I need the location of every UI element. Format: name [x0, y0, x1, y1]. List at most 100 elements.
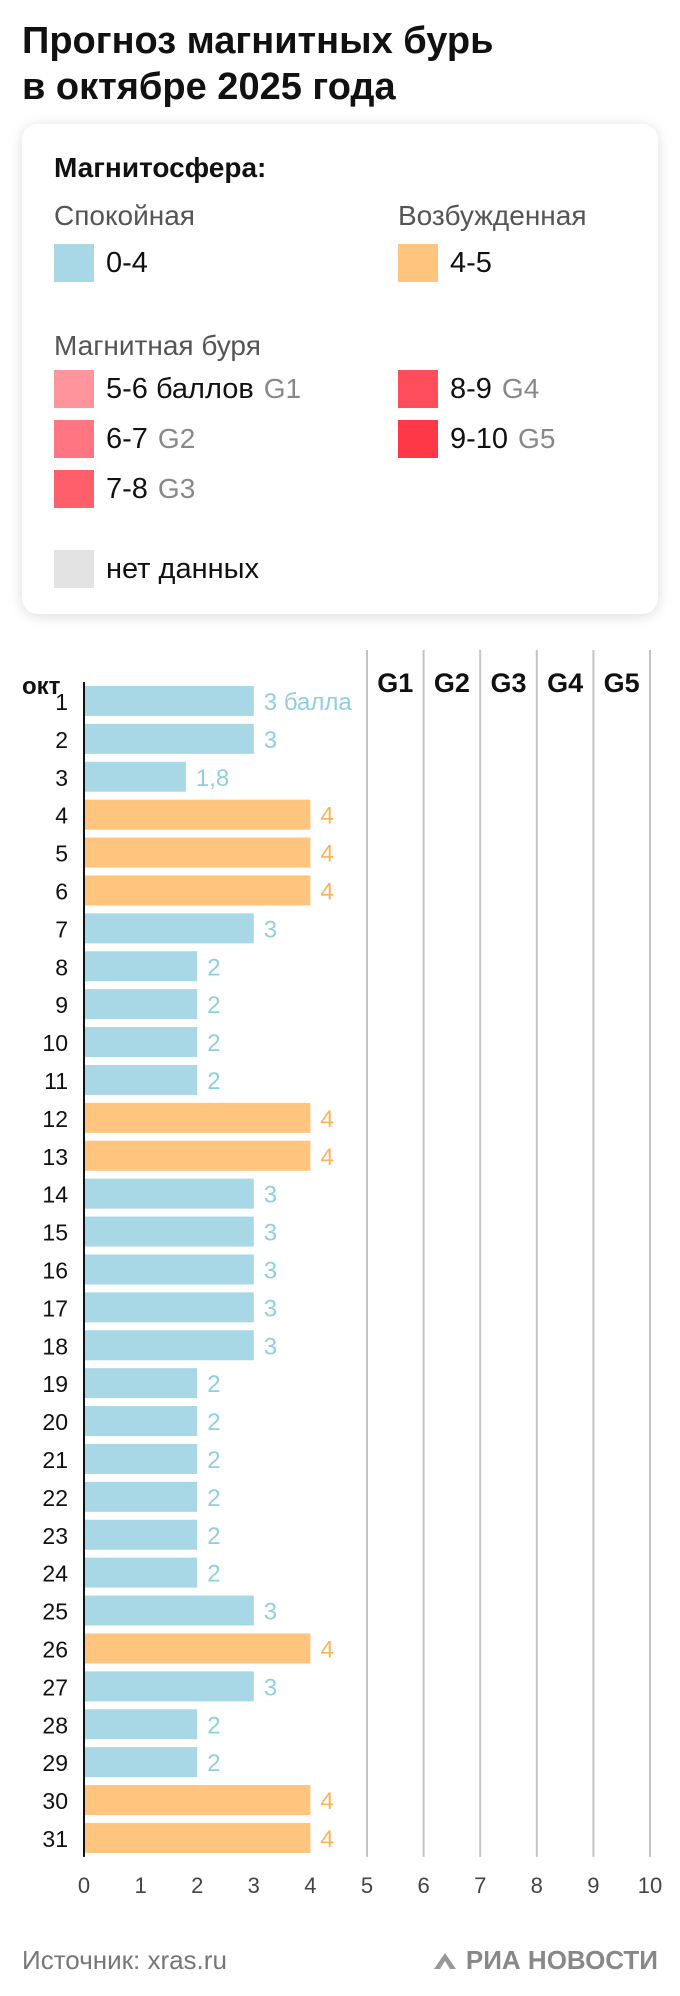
legend-swatch-excited [398, 244, 438, 282]
legend-item-calm: 0-4 [54, 244, 148, 282]
value-label: 3 [264, 916, 277, 943]
bar [84, 723, 254, 754]
bar [84, 1178, 254, 1209]
day-label: 10 [42, 1030, 68, 1056]
legend-item-excited: 4-5 [398, 244, 492, 282]
value-label: 4 [320, 878, 333, 905]
x-tick-label: 0 [78, 1873, 90, 1898]
legend-swatch-g2 [54, 420, 94, 458]
legend-swatch-calm [54, 244, 94, 282]
day-label: 16 [42, 1257, 68, 1283]
day-label: 7 [55, 916, 68, 942]
legend-swatch-g1 [54, 370, 94, 408]
x-tick-label: 5 [361, 1873, 373, 1898]
day-label: 19 [42, 1371, 68, 1397]
x-tick-label: 1 [134, 1873, 146, 1898]
day-label: 1 [55, 689, 68, 715]
day-label: 23 [42, 1523, 68, 1549]
legend-swatch-g4 [398, 370, 438, 408]
value-label: 3 [264, 1599, 277, 1626]
storm-column-label-g3: G3 [490, 668, 526, 698]
day-label: 25 [42, 1599, 68, 1625]
value-label: 2 [207, 954, 220, 981]
day-label: 21 [42, 1447, 68, 1473]
x-tick-label: 3 [248, 1873, 260, 1898]
legend-item-g2: 6-7 G2 [54, 420, 195, 458]
value-label: 1,8 [196, 765, 229, 792]
value-label: 2 [207, 1447, 220, 1474]
day-label: 22 [42, 1485, 68, 1511]
legend-g5-code: G5 [518, 423, 556, 454]
legend-calm-range: 0-4 [106, 246, 148, 279]
value-label: 4 [320, 1636, 333, 1663]
legend-calm-label: Спокойная [54, 200, 195, 231]
value-label: 3 [264, 1333, 277, 1360]
day-label: 24 [42, 1561, 68, 1587]
bar [84, 1747, 198, 1778]
value-label: 3 [264, 1257, 277, 1284]
title-line-1: Прогноз магнитных бурь [22, 20, 494, 62]
value-label: 4 [320, 1826, 333, 1853]
bar [84, 1443, 198, 1474]
day-label: 15 [42, 1220, 68, 1246]
x-tick-label: 8 [531, 1873, 543, 1898]
value-label: 4 [320, 1144, 333, 1171]
legend-g4-code: G4 [501, 373, 540, 404]
x-tick-label: 10 [638, 1873, 662, 1898]
bar [84, 875, 311, 906]
legend-g3-code: G3 [157, 473, 196, 504]
legend-g5-range: 9-10 [450, 422, 509, 455]
day-label: 14 [42, 1182, 68, 1208]
bar [84, 1102, 311, 1133]
day-label: 28 [42, 1712, 68, 1738]
legend-swatch-no-data [54, 550, 94, 588]
day-label: 29 [42, 1750, 68, 1776]
bar [84, 1330, 254, 1361]
storm-column-label-g1: G1 [377, 668, 413, 698]
bar [84, 1406, 198, 1437]
legend-swatch-g3 [54, 470, 94, 508]
x-tick-label: 9 [587, 1873, 599, 1898]
bar [84, 1557, 198, 1588]
bar [84, 989, 198, 1020]
day-label: 4 [55, 803, 68, 829]
publisher-logo: РИА НОВОСТИ [432, 1945, 658, 1976]
day-label: 9 [55, 992, 68, 1018]
value-label: 2 [207, 1750, 220, 1777]
day-label: 31 [42, 1826, 68, 1852]
x-tick-label: 4 [304, 1873, 316, 1898]
legend-g1-range: 5-6 баллов [106, 372, 254, 405]
day-label: 26 [42, 1636, 68, 1662]
bar [84, 1254, 254, 1285]
x-tick-label: 7 [474, 1873, 486, 1898]
day-label: 27 [42, 1674, 68, 1700]
day-label: 5 [55, 841, 68, 867]
bar [84, 1785, 311, 1816]
day-label: 13 [42, 1144, 68, 1170]
value-label: 4 [320, 803, 333, 830]
value-label: 3 [264, 727, 277, 754]
bar [84, 1519, 198, 1550]
legend-g2-range: 6-7 [106, 422, 148, 455]
bar [84, 1822, 311, 1853]
value-label: 2 [207, 1712, 220, 1739]
x-tick-label: 6 [417, 1873, 429, 1898]
value-label: 2 [207, 1030, 220, 1057]
value-label: 3 [264, 1674, 277, 1701]
storm-column-label-g4: G4 [547, 668, 583, 698]
value-label: 4 [320, 841, 333, 868]
day-label: 6 [55, 878, 68, 904]
bar [84, 1633, 311, 1664]
value-label: 4 [320, 1788, 333, 1815]
bar [84, 913, 254, 944]
bar [84, 799, 311, 830]
bar [84, 1064, 198, 1095]
x-tick-label: 2 [191, 1873, 203, 1898]
value-label: 3 балла [264, 689, 353, 716]
day-label: 20 [42, 1409, 68, 1435]
value-label: 3 [264, 1182, 277, 1209]
bar [84, 1027, 198, 1058]
value-label: 2 [207, 1561, 220, 1588]
value-label: 4 [320, 1106, 333, 1133]
bar [84, 1292, 254, 1323]
